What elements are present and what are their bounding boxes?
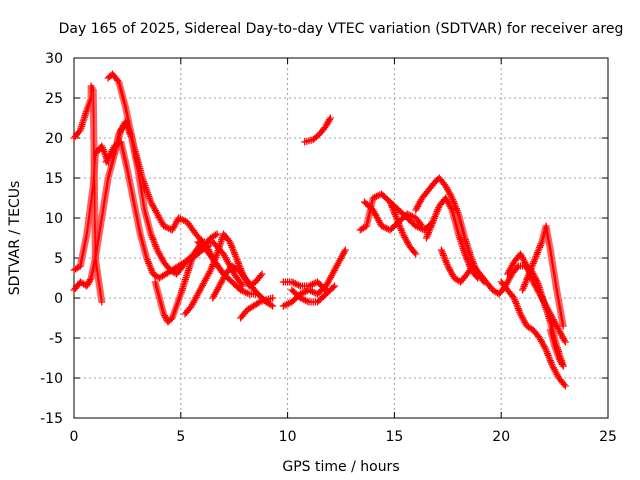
data-point [326, 114, 334, 122]
data-point [267, 301, 275, 309]
series-arc-k [237, 294, 277, 322]
x-tick-label: 25 [599, 429, 617, 445]
series-arc-y [519, 222, 567, 330]
x-axis-label: GPS time / hours [282, 459, 399, 475]
series-arc-n [288, 282, 339, 306]
series-arc-m [279, 278, 330, 294]
data-point [329, 283, 337, 291]
data-point [258, 270, 266, 278]
data-point [212, 231, 220, 239]
x-tick-label: 0 [70, 429, 79, 445]
data-point [331, 282, 339, 290]
x-tick-label: 5 [176, 429, 185, 445]
x-tick-label: 10 [279, 429, 297, 445]
y-tick-label: -10 [40, 371, 63, 387]
series-arc-u [437, 246, 484, 286]
x-tick-label: 20 [492, 429, 510, 445]
y-tick-label: 0 [54, 291, 63, 307]
data-point [559, 322, 567, 330]
data-point [559, 362, 567, 370]
y-axis-label: SDTVAR / TECUs [7, 181, 23, 296]
series-arc-l [279, 246, 349, 310]
y-tick-label: 20 [45, 131, 63, 147]
y-tick-label: 25 [45, 91, 63, 107]
series-arc-i [194, 238, 277, 310]
axis-ticks: 0 5 10 15 20 25 -15 -10 -5 0 5 10 15 20 25 30 [40, 51, 617, 445]
series-arc-r [386, 198, 420, 258]
data-point [269, 302, 277, 310]
data-point [417, 220, 425, 228]
x-tick-label: 15 [385, 429, 403, 445]
data-point [418, 222, 426, 230]
data-points [70, 70, 569, 390]
data-point [114, 76, 122, 84]
series-arc-o [301, 114, 334, 146]
series-arc-z [546, 326, 567, 370]
series-arc-g [151, 238, 247, 326]
series-arc-q [360, 198, 426, 234]
data-point [325, 116, 333, 124]
data-point [269, 294, 277, 302]
data-point [560, 380, 568, 388]
series-arc-t [422, 194, 482, 282]
data-point [561, 382, 569, 390]
data-point [561, 338, 569, 346]
data-point [257, 272, 265, 280]
data-point [410, 248, 418, 256]
data-point [321, 285, 329, 293]
data-point [98, 298, 106, 306]
y-tick-label: -15 [40, 411, 63, 427]
chart-title: Day 165 of 2025, Sidereal Day-to-day VTE… [59, 21, 624, 37]
y-tick-label: -5 [49, 331, 63, 347]
data-point [341, 246, 349, 254]
series-arc-w [497, 278, 569, 390]
data-point [254, 299, 262, 307]
data-point [213, 230, 221, 238]
data-point [86, 276, 94, 284]
y-tick-label: 15 [45, 171, 63, 187]
plot-frame [73, 57, 609, 419]
y-tick-label: 30 [45, 51, 63, 67]
y-tick-label: 10 [45, 211, 63, 227]
y-tick-label: 5 [54, 251, 63, 267]
data-point [412, 250, 420, 258]
data-point [558, 360, 566, 368]
